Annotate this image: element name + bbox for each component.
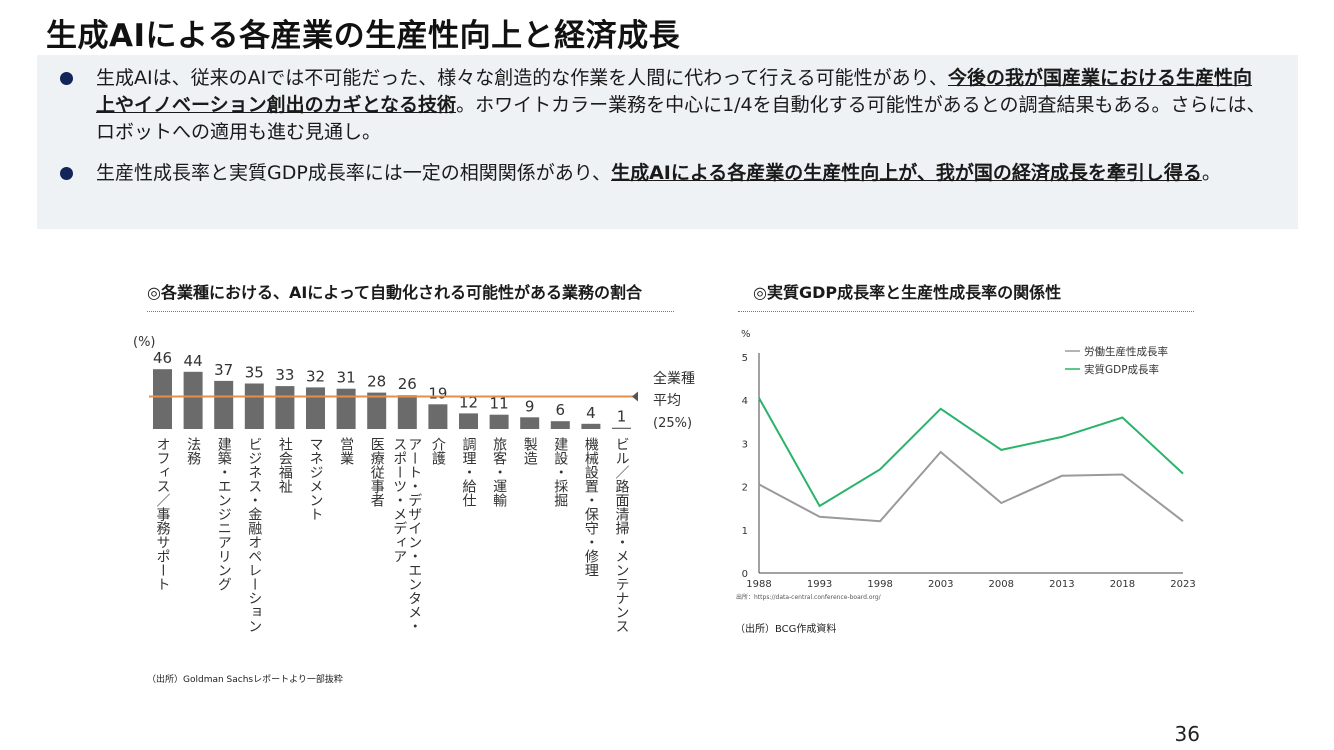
right-panel-divider bbox=[738, 311, 1194, 312]
bar-value-label: 9 bbox=[525, 397, 535, 415]
bar bbox=[459, 413, 478, 429]
automation-bar-chart: (%)46オフィス／事務サポート44法務37建築・エンジニアリング35ビジネス・… bbox=[133, 335, 695, 633]
bar-category-label: 機械設置・保守・修理 bbox=[583, 437, 599, 577]
bar bbox=[275, 386, 295, 429]
right-panel-title: ◎実質GDP成長率と生産性成長率の関係性 bbox=[753, 283, 1062, 302]
bar-value-label: 28 bbox=[367, 373, 386, 391]
bar-unit-label: (%) bbox=[133, 335, 156, 350]
line-x-tick-label: 2023 bbox=[1170, 579, 1195, 590]
bar bbox=[306, 387, 325, 429]
bar-category-label: 法務 bbox=[185, 437, 201, 466]
bar-value-label: 1 bbox=[617, 408, 627, 426]
bar-value-label: 44 bbox=[184, 352, 203, 370]
bar-category-label: 介護 bbox=[430, 437, 446, 465]
line-x-tick-label: 2013 bbox=[1049, 579, 1074, 590]
bar-value-label: 33 bbox=[275, 366, 294, 384]
line-x-tick-label: 1988 bbox=[746, 579, 771, 590]
bar bbox=[550, 421, 570, 429]
right-panel-source: （出所）BCG作成資料 bbox=[735, 624, 837, 635]
bar bbox=[428, 404, 448, 429]
bullet-1-plain-b: 。ホワイトカラー業務を中心に1/4を自動化する可能性があるとの調査結果もある。さ… bbox=[96, 94, 1266, 143]
line-x-tick-label: 2003 bbox=[928, 579, 953, 590]
bar-category-label: 社会福祉 bbox=[277, 437, 293, 494]
legend-label: 実質GDP成長率 bbox=[1084, 363, 1159, 376]
legend-label: 労働生産性成長率 bbox=[1084, 345, 1168, 358]
bar bbox=[183, 371, 203, 429]
line-x-tick-label: 1998 bbox=[867, 579, 892, 590]
bar-value-label: 4 bbox=[586, 404, 596, 422]
bar-value-label: 37 bbox=[214, 361, 233, 379]
line-y-tick-label: 5 bbox=[742, 353, 748, 364]
bullet-1-text: 生成AIは、従来のAIでは不可能だった、様々な創造的な作業を人間に代わって行える… bbox=[96, 65, 1266, 146]
average-label-line1: 全業種 bbox=[653, 370, 695, 387]
bar-category-label: アート・デザイン・エンタメ・ bbox=[406, 437, 422, 633]
page-number: 36 bbox=[1174, 722, 1200, 746]
bar bbox=[214, 380, 234, 429]
bar bbox=[336, 388, 356, 429]
bar-category-label: 建設・採掘 bbox=[552, 437, 568, 507]
bar-value-label: 11 bbox=[490, 395, 509, 413]
average-label-line2: 平均 bbox=[653, 393, 681, 409]
line-x-tick-label: 1993 bbox=[807, 579, 832, 590]
bullet-2-plain-a: 生産性成長率と実質GDP成長率には一定の相関関係があり、 bbox=[96, 162, 612, 184]
bar-category-label: スポーツ・メディア bbox=[391, 437, 407, 563]
left-panel-source: （出所）Goldman Sachsレポートより一部抜粋 bbox=[147, 675, 343, 685]
line-y-tick-label: 3 bbox=[742, 439, 748, 450]
line-x-tick-label: 2008 bbox=[989, 579, 1014, 590]
left-panel-title: ◎各業種における、AIによって自動化される可能性がある業務の割合 bbox=[147, 283, 643, 302]
bar-category-label: 旅客・運輸 bbox=[491, 437, 507, 507]
bullet-2-plain-b: 。 bbox=[1201, 162, 1221, 184]
bar-value-label: 31 bbox=[337, 369, 356, 387]
bar bbox=[520, 417, 540, 429]
bar-category-label: オフィス／事務サポート bbox=[155, 437, 171, 591]
bar-value-label: 6 bbox=[556, 401, 566, 419]
bullet-1-emphasis: 今後の我が国産業における生産性向上やイノベーション創出のカギとなる技術 bbox=[96, 67, 1252, 116]
bullet-2-emphasis: 生成AIによる各産業の生産性向上が、我が国の経済成長を牽引し得る bbox=[611, 162, 1202, 184]
bar-category-label: ビジネス・金融オペレーション bbox=[246, 437, 262, 633]
bar bbox=[244, 383, 264, 429]
bar-category-label: マネジメント bbox=[308, 437, 324, 521]
bar bbox=[581, 423, 601, 429]
line-y-tick-label: 1 bbox=[742, 526, 748, 537]
bar bbox=[612, 427, 631, 429]
average-pointer-icon bbox=[632, 391, 638, 402]
bar-category-label: 調理・給仕 bbox=[461, 437, 477, 507]
bar-category-label: 建築・エンジニアリング bbox=[216, 437, 232, 591]
bar bbox=[153, 369, 172, 429]
line-inner-source: 出所：https://data-central.conference-board… bbox=[736, 593, 882, 601]
bar-value-label: 46 bbox=[153, 349, 172, 367]
bar-value-label: 35 bbox=[245, 364, 264, 382]
summary-box bbox=[37, 55, 1298, 229]
bullet-1-plain-a: 生成AIは、従来のAIでは不可能だった、様々な創造的な作業を人間に代わって行える… bbox=[96, 67, 948, 89]
line-x-tick-label: 2018 bbox=[1110, 579, 1135, 590]
line-series-2 bbox=[758, 397, 1184, 508]
bar-value-label: 12 bbox=[459, 393, 478, 411]
gdp-productivity-line-chart: % 0 1 2 3 4 5 1988 1993 1998 2003 2008 2013 2018 2023 出… bbox=[736, 329, 1196, 601]
bar bbox=[489, 414, 509, 429]
bullet-dot-icon bbox=[60, 72, 73, 85]
bullet-dot-icon bbox=[60, 167, 73, 180]
line-series-1 bbox=[758, 450, 1184, 523]
bar-category-label: 医療従事者 bbox=[369, 437, 385, 507]
line-y-tick-label: 4 bbox=[742, 396, 748, 407]
line-y-tick-label: 2 bbox=[742, 483, 748, 494]
bar-category-label: 製造 bbox=[522, 437, 538, 466]
line-y-unit-label: % bbox=[741, 329, 751, 340]
bar-category-label: 営業 bbox=[338, 437, 354, 465]
bar bbox=[367, 392, 387, 429]
bar-category-label: ビル／路面清掃・メンテナンス bbox=[614, 437, 630, 633]
bar-value-label: 26 bbox=[398, 375, 417, 393]
left-panel-divider bbox=[147, 311, 674, 312]
line-y-tick-label: 0 bbox=[742, 569, 748, 580]
bar-value-label: 32 bbox=[306, 367, 325, 385]
bullet-2-text: 生産性成長率と実質GDP成長率には一定の相関関係があり、生成AIによる各産業の生… bbox=[96, 160, 1266, 187]
bar bbox=[397, 395, 417, 429]
average-label-value: (25%) bbox=[653, 416, 692, 431]
page-title: 生成AIによる各産業の生産性向上と経済成長 bbox=[46, 18, 681, 54]
bar-value-label: 19 bbox=[428, 384, 447, 402]
